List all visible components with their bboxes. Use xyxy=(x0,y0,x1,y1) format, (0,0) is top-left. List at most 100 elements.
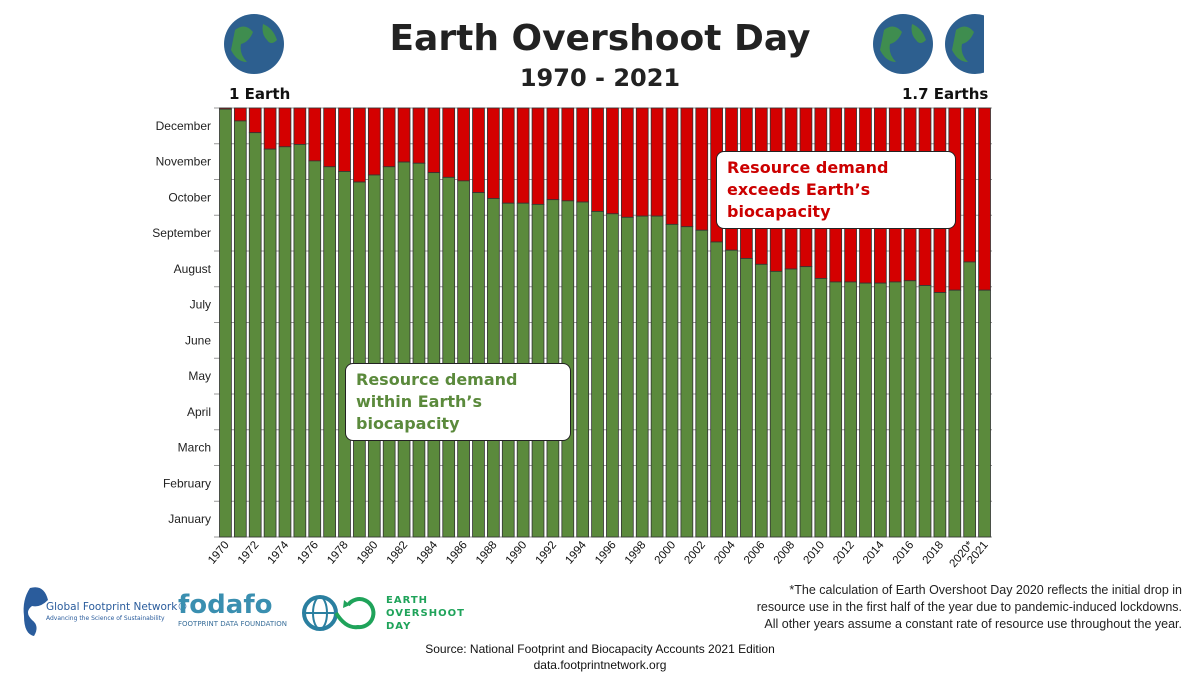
bar-exceeds-1981 xyxy=(382,107,396,168)
fodafo-subtitle: FOOTPRINT DATA FOUNDATION xyxy=(178,620,287,628)
eod-word-1: EARTH xyxy=(386,595,429,606)
bar-within-1974 xyxy=(278,146,292,538)
source-url: data.footprintnetwork.org xyxy=(533,658,667,672)
bar-exceeds-1985 xyxy=(442,107,456,178)
bar-within-2005 xyxy=(740,258,753,538)
bar-exceeds-1992 xyxy=(546,107,560,201)
x-tick-label: 2008 xyxy=(772,539,798,566)
callout-exceeds: Resource demand exceeds Earth’s biocapac… xyxy=(716,151,956,229)
x-tick-label: 1970 xyxy=(206,539,232,566)
bar-exceeds-1973 xyxy=(263,107,277,150)
x-tick-label: 1976 xyxy=(295,539,321,566)
y-tick-label: December xyxy=(156,119,211,133)
x-tick-label: 1982 xyxy=(385,539,411,566)
bar-exceeds-1975 xyxy=(293,107,307,145)
bar-within-2012 xyxy=(844,281,857,538)
x-tick-label: 2010 xyxy=(801,539,827,566)
x-tick-label: 1992 xyxy=(534,539,560,566)
footnote-line: resource use in the first half of the ye… xyxy=(756,600,1182,614)
x-tick-label: 1984 xyxy=(414,539,440,567)
bar-exceeds-1976 xyxy=(308,107,322,162)
infinity-globe-icon xyxy=(302,595,376,631)
bar-exceeds-1978 xyxy=(338,107,351,172)
y-tick-label: January xyxy=(168,512,211,526)
bar-exceeds-1984 xyxy=(427,107,441,174)
bar-exceeds-1974 xyxy=(278,107,292,148)
bar-within-2013 xyxy=(859,282,872,538)
eod-word-2: OVERSHOOT xyxy=(386,608,465,619)
gfn-tagline: Advancing the Science of Sustainability xyxy=(46,615,165,622)
bar-within-1980 xyxy=(367,174,381,538)
x-tick-label: 1990 xyxy=(504,539,530,566)
gfn-name: Global Footprint Network® xyxy=(46,601,188,613)
x-tick-label: 2014 xyxy=(861,539,887,567)
bar-exceeds-1989 xyxy=(501,107,515,204)
overshoot-bar-chart: January February March April May June July Augu… xyxy=(152,107,992,570)
bar-within-2002 xyxy=(695,229,709,538)
bar-within-1976 xyxy=(308,160,322,538)
bar-exceeds-1990 xyxy=(516,107,530,204)
bar-exceeds-1982 xyxy=(397,107,411,163)
bar-within-1985 xyxy=(442,176,456,538)
bar-within-1997 xyxy=(620,216,634,538)
y-tick-label: November xyxy=(156,155,211,169)
bar-exceeds-2000 xyxy=(665,107,679,225)
bar-within-1994 xyxy=(576,201,590,538)
bar-within-1971 xyxy=(233,120,247,538)
footnote: *The calculation of Earth Overshoot Day … xyxy=(662,582,1182,633)
y-tick-label: February xyxy=(163,476,211,490)
bar-exceeds-2020* xyxy=(963,107,977,263)
bar-within-2014 xyxy=(874,282,887,538)
bar-within-2015 xyxy=(888,281,902,538)
bar-within-1972 xyxy=(248,132,262,538)
x-tick-label: 2000 xyxy=(653,539,679,566)
bar-within-2021 xyxy=(978,289,991,538)
bar-within-2006 xyxy=(754,263,768,538)
bar-within-1978 xyxy=(338,171,351,538)
y-tick-label: September xyxy=(152,226,211,240)
y-tick-label: August xyxy=(174,262,212,276)
y-tick-label: June xyxy=(185,333,211,347)
bar-within-1983 xyxy=(412,162,426,538)
bar-within-1977 xyxy=(323,166,336,538)
footprint-icon xyxy=(23,587,48,636)
bar-within-2011 xyxy=(829,281,843,538)
y-tick-label: October xyxy=(168,190,211,204)
bar-exceeds-1995 xyxy=(591,107,604,212)
bar-exceeds-1997 xyxy=(620,107,634,218)
bar-within-2004 xyxy=(725,249,738,538)
x-tick-label: 1974 xyxy=(266,539,292,567)
bar-exceeds-1979 xyxy=(353,107,366,183)
bar-within-1973 xyxy=(263,148,277,538)
fodafo-logo: FODAFO FOOTPRINT DATA FOUNDATION xyxy=(178,590,298,635)
bar-exceeds-1988 xyxy=(487,107,500,199)
bar-within-2001 xyxy=(680,226,694,538)
x-tick-label: 2004 xyxy=(712,539,738,567)
x-tick-label: 2018 xyxy=(921,539,947,566)
bar-within-1979 xyxy=(353,181,366,538)
bar-within-1984 xyxy=(427,172,441,538)
x-tick-label: 1994 xyxy=(563,539,589,567)
bar-within-2020* xyxy=(963,261,977,538)
footnote-line: All other years assume a constant rate o… xyxy=(764,617,1182,631)
bar-within-1996 xyxy=(606,213,619,538)
bar-within-1982 xyxy=(397,161,411,538)
bar-exceeds-1987 xyxy=(472,107,485,194)
bar-within-2007 xyxy=(769,270,783,538)
x-tick-label: 2006 xyxy=(742,539,768,566)
bar-exceeds-1986 xyxy=(457,107,470,182)
x-tick-label: 1996 xyxy=(593,539,619,566)
global-footprint-network-logo: Global Footprint Network® Advancing the … xyxy=(22,580,197,638)
bar-within-1995 xyxy=(591,211,604,538)
fodafo-wordmark: FODAFO xyxy=(178,590,273,620)
bar-within-1970 xyxy=(219,108,232,538)
bar-exceeds-2021 xyxy=(978,107,991,291)
bar-within-2018 xyxy=(933,292,947,538)
x-tick-label: 1986 xyxy=(444,539,470,566)
x-tick-label: 2012 xyxy=(831,539,857,566)
x-tick-label: 2016 xyxy=(891,539,917,566)
bar-exceeds-1991 xyxy=(531,107,545,205)
bar-within-2017 xyxy=(918,285,932,538)
bar-exceeds-1977 xyxy=(323,107,336,168)
bar-exceeds-1971 xyxy=(233,107,247,122)
